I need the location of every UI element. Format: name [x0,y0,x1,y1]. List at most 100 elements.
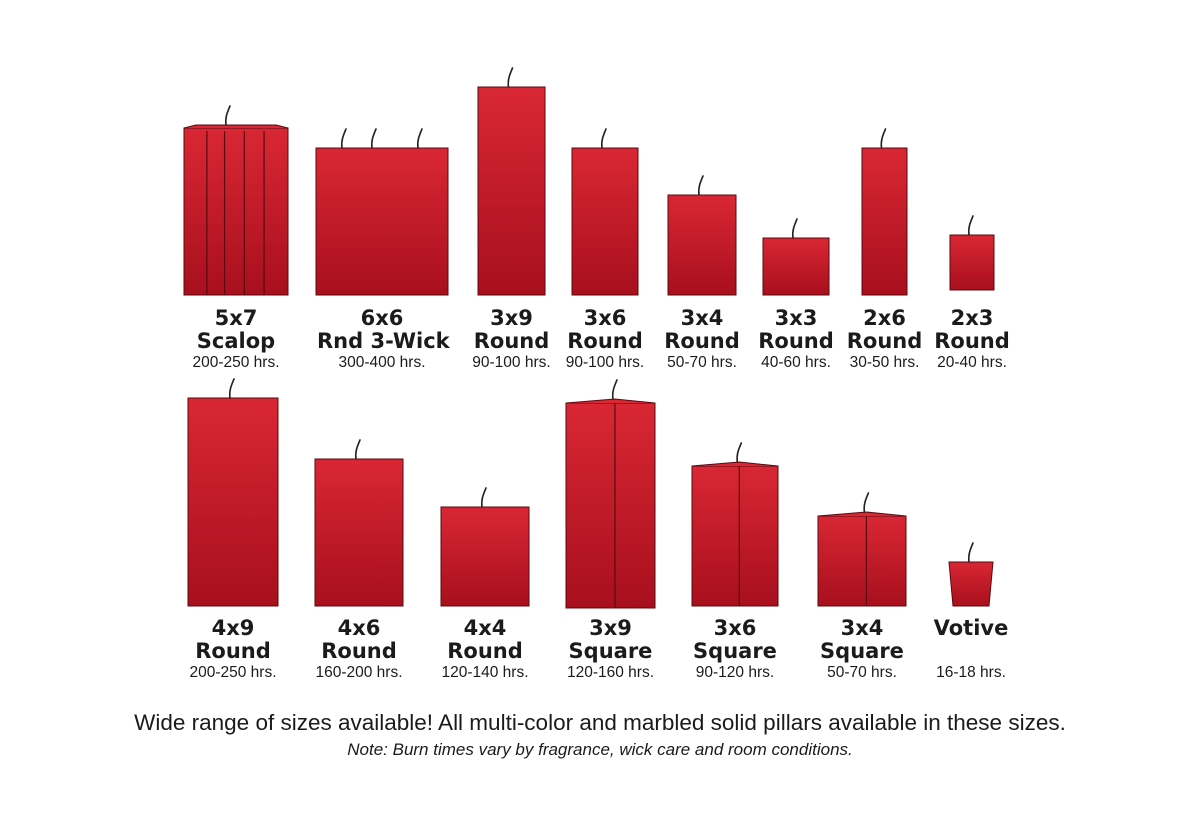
wick [340,128,347,149]
candle-Votive-votive [948,561,994,607]
candle-size: Votive [933,616,1009,640]
candle-label: 4x4 Round 120-140 hrs. [420,617,550,682]
candle-shape: Square [568,639,653,663]
candle-size: 2x3 [950,306,994,330]
candle-label: 3x6 Square 90-120 hrs. [670,617,800,682]
candle-label: 5x7 Scalop 200-250 hrs. [171,307,301,372]
candle-shape: Round [758,329,834,353]
burn-hours: 50-70 hrs. [667,354,737,371]
burn-hours: 200-250 hrs. [189,664,277,681]
candle-label: 3x4 Square 50-70 hrs. [797,617,927,682]
burn-hours: 50-70 hrs. [827,664,897,681]
wick [697,175,704,196]
wick [611,379,618,400]
candle-label: 3x6 Round 90-100 hrs. [540,307,670,372]
burn-hours: 120-140 hrs. [441,664,529,681]
wick [600,128,607,149]
candle-2x3-round [949,234,995,291]
candle-label: 3x4 Round 50-70 hrs. [637,307,767,372]
wick [416,128,423,149]
candle-shape: Round [664,329,740,353]
burn-hours: 16-18 hrs. [936,664,1006,681]
candle-label: 3x3 Round 40-60 hrs. [731,307,861,372]
candle-3x4-square [817,515,907,607]
wick [863,492,870,513]
wick [370,128,377,149]
wick [880,128,887,149]
candle-size: 6x6 [360,306,404,330]
candle-shape: Round [473,329,550,353]
candle-label: Votive 16-18 hrs. [906,617,1036,682]
burn-hours: 40-60 hrs. [761,354,831,371]
burn-hours: 90-120 hrs. [695,664,775,681]
candle-size: 3x6 [583,306,627,330]
candle-label: 2x6 Round 30-50 hrs. [820,307,950,372]
candle-3x9-square [565,402,656,609]
candle-shape: Round [447,639,523,663]
burn-hours: 90-100 hrs. [472,354,551,371]
wick [736,442,743,463]
wick [967,542,974,563]
candle-shape: Rnd 3-Wick [317,329,450,353]
candle-3x9-round [477,86,546,296]
candle-label: 3x9 Round 90-100 hrs. [447,307,577,372]
candle-3x6-square [691,465,779,607]
candle-2x6-round [861,147,908,296]
burn-hours: 300-400 hrs. [338,354,426,371]
square-top [565,398,656,404]
candle-size: 4x9 [211,616,255,640]
burn-time-note: Note: Burn times vary by fragrance, wick… [347,740,853,759]
wick [224,105,231,126]
wick [228,378,235,399]
candle-size: 3x6 [713,616,757,640]
candle-3x3-round [762,237,830,296]
candle-size: 3x4 [840,616,884,640]
candle-size: 3x9 [589,616,632,640]
scallop-top [183,124,289,129]
candle-shape: Round [934,329,1010,353]
candle-size: 4x6 [337,616,381,640]
candle-shape: Square [820,639,904,663]
candle-label: 6x6 Rnd 3-Wick 300-400 hrs. [317,306,450,372]
wick [967,215,974,236]
candle-4x4-round [440,506,530,607]
candle-label: 2x3 Round 20-40 hrs. [907,307,1037,372]
wick [354,439,361,460]
square-top [817,511,907,517]
candle-label: 4x9 Round 200-250 hrs. [168,617,298,682]
candle-5x7-scalop [183,127,289,296]
square-top [691,461,779,467]
candle-3x4-round [667,194,737,296]
burn-hours: 20-40 hrs. [937,354,1007,371]
candle-shape [906,640,1036,663]
wick [791,218,798,239]
burn-hours: 90-100 hrs. [565,354,645,371]
candle-shape: Round [567,329,643,353]
candle-size: 3x3 [774,306,818,330]
candle-size: 4x4 [463,616,507,640]
candle-4x6-round [314,458,404,607]
wick [507,67,514,88]
candle-6x6-rnd-3-wick [315,147,449,296]
candle-size: 2x6 [863,306,906,330]
candle-4x9-round [187,397,279,607]
wick [480,487,487,508]
candle-size: 5x7 [214,306,258,330]
burn-hours: 200-250 hrs. [192,354,280,371]
candle-size: 3x9 [490,306,533,330]
candle-shape: Scalop [196,329,276,353]
candle-3x6-round [571,147,639,296]
burn-hours: 30-50 hrs. [849,354,920,371]
candle-shape: Round [195,639,271,663]
burn-hours: 160-200 hrs. [315,664,403,681]
candle-shape: Round [321,639,397,663]
burn-hours: 120-160 hrs. [566,664,655,681]
candle-size: 3x4 [680,306,724,330]
candle-label: 4x6 Round 160-200 hrs. [294,617,424,682]
candle-label: 3x9 Square 120-160 hrs. [546,617,676,682]
candle-shape: Round [846,329,923,353]
candle-shape: Square [693,639,777,663]
availability-note: Wide range of sizes available! All multi… [134,710,1066,735]
